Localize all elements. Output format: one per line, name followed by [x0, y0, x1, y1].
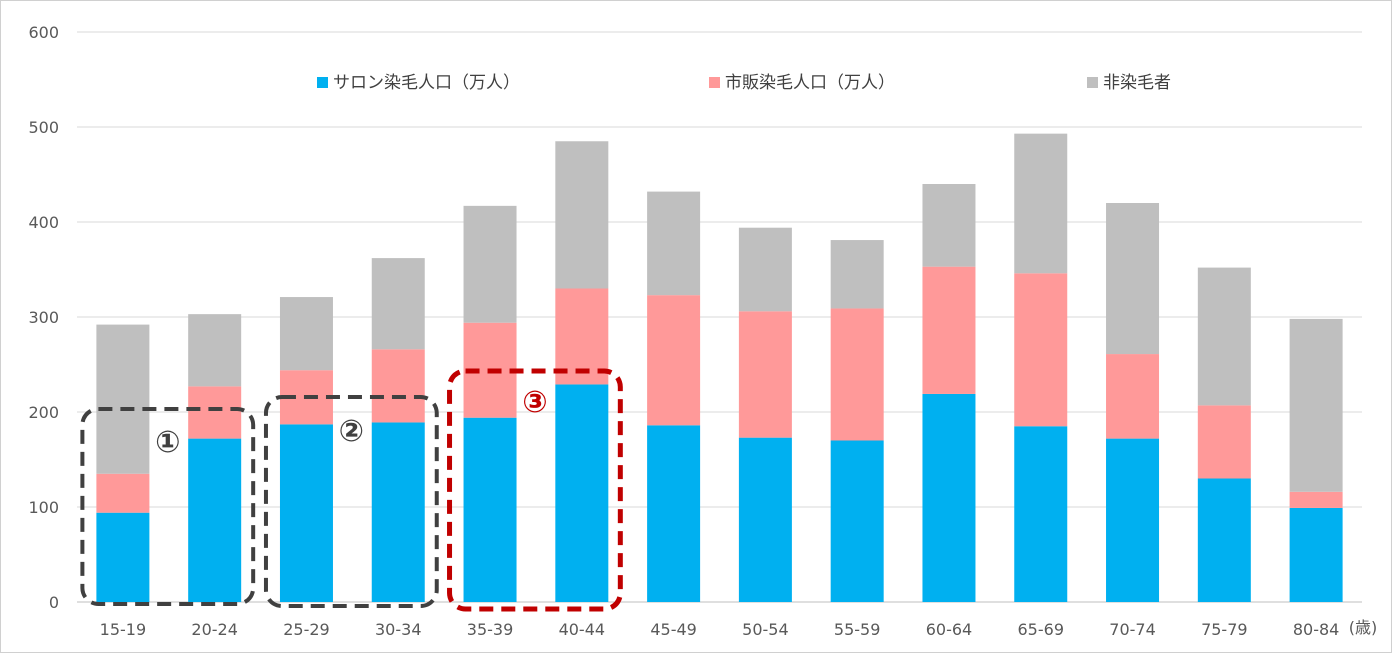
y-tick-label: 0: [49, 593, 59, 612]
bar-none-60-64: [922, 184, 976, 267]
x-tick-label: 15-19: [100, 620, 147, 639]
callout-box: [80, 407, 256, 606]
bar-salon-25-29: [279, 424, 333, 602]
bar-salon-50-54: [738, 437, 792, 602]
bar-none-65-69: [1014, 133, 1068, 274]
y-tick-label: 600: [28, 23, 59, 42]
bar-none-15-19: [96, 324, 150, 474]
callout-box: [263, 395, 439, 608]
bar-salon-80-84: [1289, 507, 1343, 602]
bar-retail-65-69: [1014, 273, 1068, 427]
x-tick-label: 35-39: [467, 620, 514, 639]
y-axis: 0 100 200 300 400 500 600: [28, 23, 59, 612]
legend: サロン染毛人口（万人） 市販染毛人口（万人） 非染毛者: [317, 73, 1171, 93]
x-tick-label: 25-29: [283, 620, 330, 639]
callout-number: ③: [522, 385, 547, 420]
bar-salon-15-19: [96, 512, 150, 602]
bar-none-20-24: [188, 314, 242, 387]
bar-salon-55-59: [830, 440, 884, 602]
bar-none-50-54: [738, 227, 792, 312]
bar-salon-35-39: [463, 417, 517, 602]
x-tick-label: 75-79: [1201, 620, 1248, 639]
bars: [96, 133, 1343, 602]
y-tick-label: 300: [28, 308, 59, 327]
callouts: ① ② ③: [80, 368, 623, 612]
bar-salon-30-34: [371, 422, 425, 602]
legend-label: 非染毛者: [1103, 73, 1171, 93]
legend-swatch: [1087, 77, 1098, 88]
bar-salon-20-24: [188, 438, 242, 602]
bar-none-75-79: [1197, 267, 1251, 406]
legend-label: 市販染毛人口（万人）: [725, 73, 895, 93]
legend-swatch: [317, 77, 328, 88]
bar-retail-80-84: [1289, 491, 1343, 508]
bar-retail-15-19: [96, 473, 150, 513]
bar-none-40-44: [555, 141, 609, 289]
bar-retail-55-59: [830, 308, 884, 441]
bar-none-45-49: [647, 191, 701, 296]
bar-none-25-29: [279, 297, 333, 371]
bar-salon-60-64: [922, 393, 976, 602]
bar-salon-40-44: [555, 384, 609, 602]
x-tick-label: 30-34: [375, 620, 422, 639]
y-tick-label: 500: [28, 118, 59, 137]
bar-salon-65-69: [1014, 426, 1068, 602]
callout-number: ②: [339, 414, 364, 449]
bar-retail-70-74: [1106, 354, 1160, 439]
callout-number: ①: [155, 425, 180, 460]
bar-salon-75-79: [1197, 478, 1251, 602]
bar-retail-30-34: [371, 349, 425, 423]
bar-retail-40-44: [555, 288, 609, 385]
x-tick-label: 55-59: [834, 620, 881, 639]
x-tick-label: 70-74: [1109, 620, 1156, 639]
y-tick-label: 100: [28, 498, 59, 517]
y-tick-label: 200: [28, 403, 59, 422]
legend-label: サロン染毛人口（万人）: [333, 73, 520, 93]
bar-retail-60-64: [922, 266, 976, 394]
bar-none-35-39: [463, 205, 517, 323]
bar-none-80-84: [1289, 318, 1343, 492]
x-axis: 15-19 20-24 25-29 30-34 35-39 40-44 45-49 50-54…: [100, 618, 1378, 639]
bar-retail-50-54: [738, 311, 792, 438]
callout-box: [447, 368, 623, 612]
gridlines: [77, 31, 1362, 603]
y-tick-label: 400: [28, 213, 59, 232]
x-tick-label: 20-24: [191, 620, 238, 639]
bar-none-30-34: [371, 258, 425, 350]
x-unit-label: (歳): [1349, 618, 1378, 637]
bar-retail-20-24: [188, 386, 242, 439]
bar-salon-70-74: [1106, 438, 1160, 602]
bar-retail-45-49: [647, 295, 701, 426]
bar-none-55-59: [830, 240, 884, 309]
x-tick-label: 60-64: [926, 620, 973, 639]
legend-swatch: [709, 77, 720, 88]
x-tick-label: 45-49: [650, 620, 697, 639]
x-tick-label: 40-44: [559, 620, 606, 639]
bar-retail-75-79: [1197, 405, 1251, 479]
x-tick-label: 65-69: [1018, 620, 1065, 639]
x-tick-label: 50-54: [742, 620, 789, 639]
bar-salon-45-49: [647, 425, 701, 602]
x-tick-label: 80-84: [1293, 620, 1340, 639]
bar-none-70-74: [1106, 203, 1160, 355]
